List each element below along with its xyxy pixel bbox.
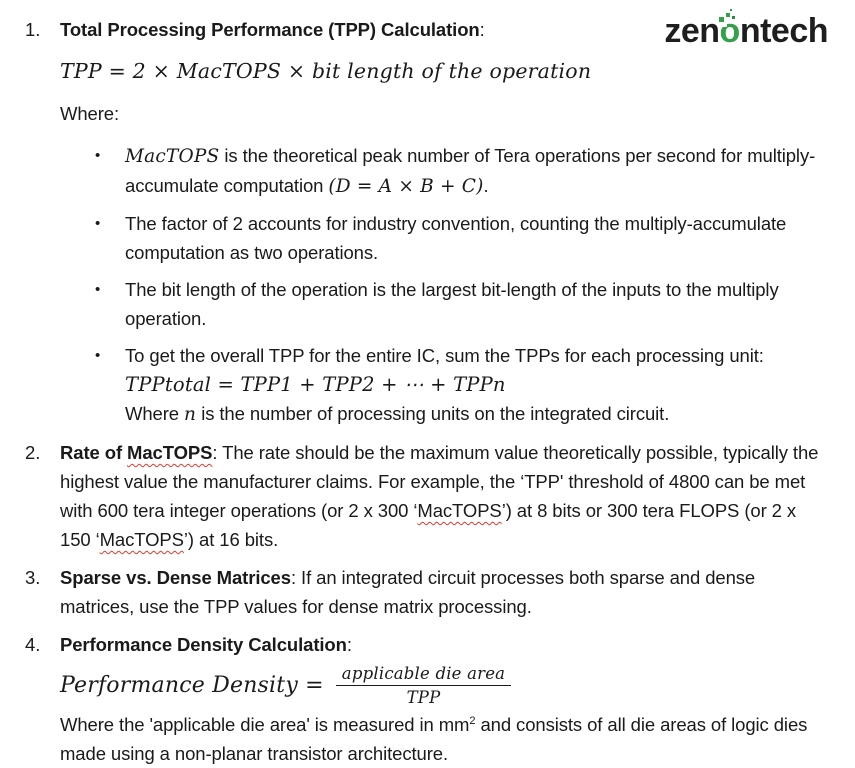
fraction: applicable die area TPP: [335, 664, 512, 707]
item-number: 4.: [25, 634, 41, 655]
bullet-text: MacTOPS is the theoretical peak number o…: [125, 145, 816, 197]
item1-heading: Total Processing Performance (TPP) Calcu…: [60, 19, 480, 40]
logo-pixel-dot: [729, 9, 732, 11]
misspelled-word-mactops: MacTOPS: [99, 529, 184, 550]
bullet-item-overall-tpp: • To get the overall TPP for the entire …: [95, 341, 830, 429]
logo-text-zen: zen: [664, 12, 720, 50]
formula-tpp-total: TPPtotal = TPP1 + TPP2 + ⋯ + TPPn: [125, 373, 506, 396]
heading-colon: :: [212, 442, 218, 463]
formula-lhs: Performance Density =: [60, 673, 324, 698]
bullet-list: • MacTOPS is the theoretical peak number…: [60, 141, 830, 429]
heading-colon: :: [290, 567, 296, 588]
item-heading-line: Performance Density Calculation:: [60, 630, 830, 659]
formula-performance-density: Performance Density = applicable die are…: [60, 664, 830, 707]
item2-paragraph: Rate of MacTOPS: The rate should be the …: [60, 442, 819, 550]
item4-heading: Performance Density Calculation: [60, 634, 347, 655]
item3-heading: Sparse vs. Dense Matrices: [60, 567, 291, 588]
zenontech-logo: zeno ntech: [664, 9, 829, 51]
superscript-2: 2: [469, 714, 476, 727]
bullet-text: To get the overall TPP for the entire IC…: [125, 341, 830, 429]
list-item-1: 1. Total Processing Performance (TPP) Ca…: [25, 15, 830, 429]
list-item-4: 4. Performance Density Calculation: Perf…: [25, 630, 830, 768]
where-n-line: Where n is the number of processing unit…: [125, 403, 670, 425]
bullet-text: The factor of 2 accounts for industry co…: [125, 213, 787, 263]
item-number: 1.: [25, 19, 41, 40]
item3-paragraph: Sparse vs. Dense Matrices: If an integra…: [60, 567, 756, 617]
bullet-item-mactops: • MacTOPS is the theoretical peak number…: [95, 141, 830, 201]
misspelled-word-mactops: MacTOPS: [417, 500, 502, 521]
bullet-item-factor-of-2: • The factor of 2 accounts for industry …: [95, 209, 830, 267]
logo-green-o-icon: o: [718, 9, 740, 50]
heading-colon: :: [479, 19, 485, 40]
logo-pixel-dot: [718, 17, 724, 22]
item-heading-line: Total Processing Performance (TPP) Calcu…: [60, 15, 830, 44]
item-number: 3.: [25, 567, 41, 588]
bullet-dot-icon: •: [95, 281, 101, 298]
bullet-text: The bit length of the operation is the l…: [125, 279, 779, 329]
fraction-numerator: applicable die area: [335, 664, 512, 686]
bullet-intro-line: To get the overall TPP for the entire IC…: [125, 345, 764, 366]
math-mactops: MacTOPS: [125, 146, 220, 167]
formula-tpp: TPP = 2 × MacTOPS × bit length of the op…: [60, 59, 592, 83]
item-number: 2.: [25, 442, 41, 463]
bullet-item-bit-length: • The bit length of the operation is the…: [95, 275, 830, 333]
bullet-dot-icon: •: [95, 215, 101, 232]
math-d-equals: (D = A × B + C): [328, 176, 484, 197]
logo-text-ntech: ntech: [739, 12, 829, 50]
bullet-dot-icon: •: [95, 147, 101, 164]
logo-pixel-dot: [725, 13, 730, 17]
item2-heading: Rate of: [60, 442, 128, 463]
where-label: Where:: [60, 103, 120, 124]
heading-colon: :: [346, 634, 352, 655]
logo-pixel-dot: [731, 16, 735, 19]
item4-paragraph: Where the 'applicable die area' is measu…: [60, 714, 808, 764]
fraction-denominator: TPP: [406, 688, 441, 707]
bullet-dot-icon: •: [95, 347, 101, 364]
math-var-n: n: [184, 404, 197, 425]
list-item-3: 3. Sparse vs. Dense Matrices: If an inte…: [25, 563, 830, 621]
misspelled-word-mactops: MacTOPS: [127, 442, 213, 463]
list-item-2: 2. Rate of MacTOPS: The rate should be t…: [25, 438, 830, 554]
